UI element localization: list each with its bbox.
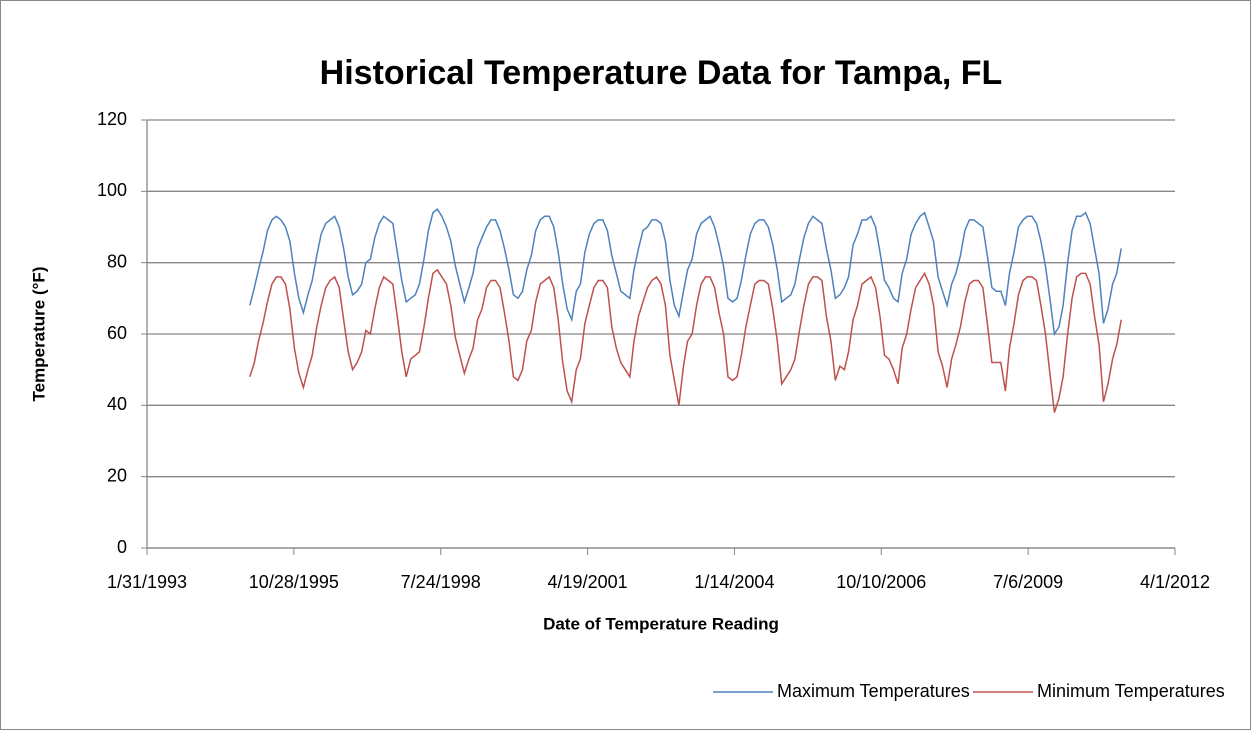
x-tick-label: 10/28/1995 — [249, 572, 339, 592]
y-tick-label: 40 — [107, 394, 127, 414]
x-tick-label: 7/24/1998 — [401, 572, 481, 592]
y-axis-label: Temperature (°F) — [29, 267, 48, 402]
x-axis-label: Date of Temperature Reading — [543, 614, 779, 633]
legend-label: Maximum Temperatures — [777, 681, 970, 701]
y-tick-label: 0 — [117, 537, 127, 557]
x-tick-label: 4/19/2001 — [548, 572, 628, 592]
series-line — [249, 208, 1122, 337]
chart-title: Historical Temperature Data for Tampa, F… — [320, 54, 1003, 92]
x-tick-label: 1/14/2004 — [694, 572, 774, 592]
y-tick-label: 80 — [107, 251, 127, 271]
x-tick-label: 4/1/2012 — [1140, 572, 1210, 592]
y-tick-label: 60 — [107, 323, 127, 343]
y-tick-label: 120 — [97, 109, 127, 129]
legend-label: Minimum Temperatures — [1037, 681, 1225, 701]
x-tick-label: 7/6/2009 — [993, 572, 1063, 592]
y-tick-label: 20 — [107, 465, 127, 485]
y-tick-label: 100 — [97, 180, 127, 200]
x-tick-label: 1/31/1993 — [107, 572, 187, 592]
x-tick-label: 10/10/2006 — [836, 572, 926, 592]
series-line — [249, 268, 1122, 413]
